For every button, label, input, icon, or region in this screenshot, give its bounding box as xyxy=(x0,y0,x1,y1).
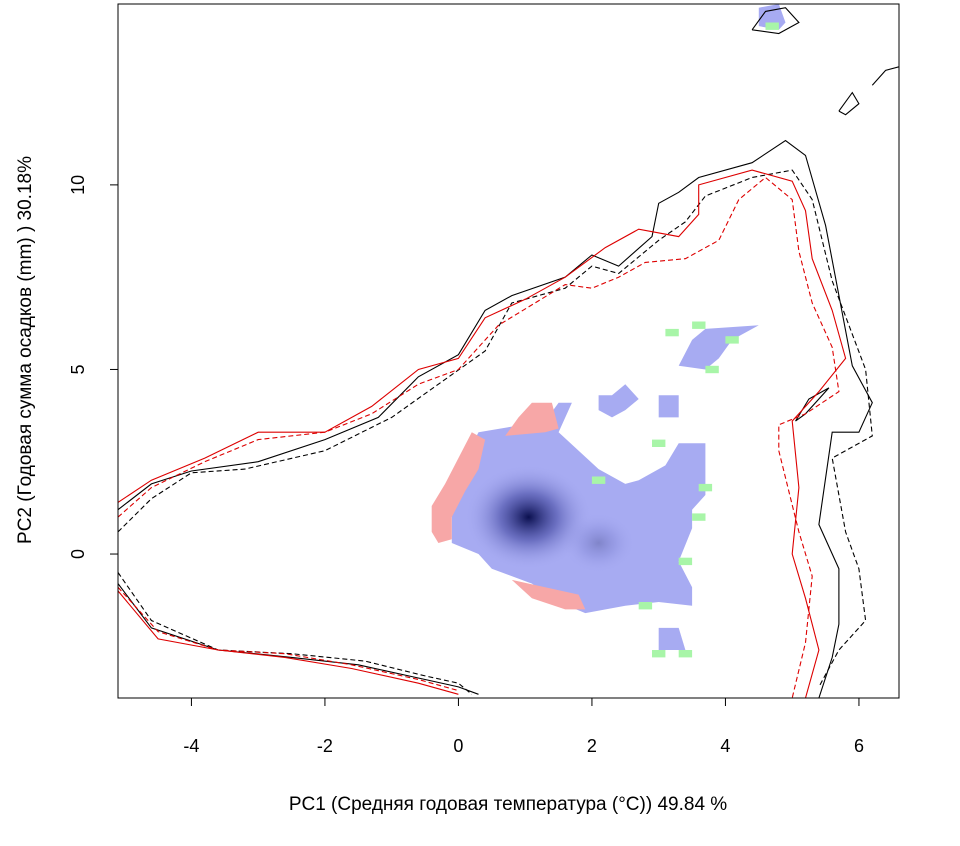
x-tick-label: 0 xyxy=(453,736,463,756)
contour-line xyxy=(838,91,860,116)
x-tick-label: 4 xyxy=(720,736,730,756)
x-tick-label: 2 xyxy=(587,736,597,756)
y-tick-label: 0 xyxy=(68,549,88,559)
x-tick-label: 6 xyxy=(854,736,864,756)
contour-line xyxy=(871,66,899,86)
x-axis: -4 -2 0 2 4 6 xyxy=(183,697,864,756)
x-tick-label: -2 xyxy=(317,736,333,756)
stability-area xyxy=(658,627,686,650)
contour-line xyxy=(118,572,473,695)
contour-line xyxy=(751,7,800,35)
unfilling-cell xyxy=(765,22,779,30)
contour-line xyxy=(118,590,459,695)
unfilling-cell xyxy=(725,336,739,344)
unfilling-cell xyxy=(638,602,653,610)
unfilling-cell xyxy=(705,365,719,374)
unfilling-cell xyxy=(665,328,679,337)
expansion-area xyxy=(511,579,586,610)
contour-line xyxy=(118,169,873,688)
unfilling-cell xyxy=(678,650,693,658)
y-axis-title: PC2 (Годовая сумма осадков (mm) ) 30.18% xyxy=(15,156,36,544)
density-peak xyxy=(465,464,592,570)
unfilling-cell xyxy=(692,513,706,521)
y-axis: 0 5 10 xyxy=(68,175,119,559)
stability-area xyxy=(678,325,759,370)
stability-area xyxy=(598,384,639,418)
unfilling-cell xyxy=(652,650,666,658)
stability-area xyxy=(658,395,679,418)
plot-area-frame xyxy=(117,3,900,699)
contour-line xyxy=(118,139,873,698)
expansion-area xyxy=(431,432,486,543)
y-tick-label: 5 xyxy=(68,364,88,374)
contour-line xyxy=(118,586,459,692)
x-tick-label: -4 xyxy=(183,736,199,756)
density-layer xyxy=(465,464,636,574)
expansion-area xyxy=(505,402,559,436)
unfilling-cell xyxy=(698,483,713,492)
unfilling-cell xyxy=(692,321,706,329)
x-axis-title: PC1 (Средняя годовая температура (°C)) 4… xyxy=(289,794,727,815)
unfilling-cell xyxy=(652,439,666,447)
contour-line xyxy=(118,583,479,695)
contour-line xyxy=(795,387,830,422)
unfilling-cell xyxy=(678,557,693,566)
density-peak xyxy=(561,512,636,574)
unfilling-cell xyxy=(591,476,606,484)
contour-lines xyxy=(118,7,899,698)
y-tick-label: 10 xyxy=(68,175,88,195)
contour-line xyxy=(118,169,847,698)
